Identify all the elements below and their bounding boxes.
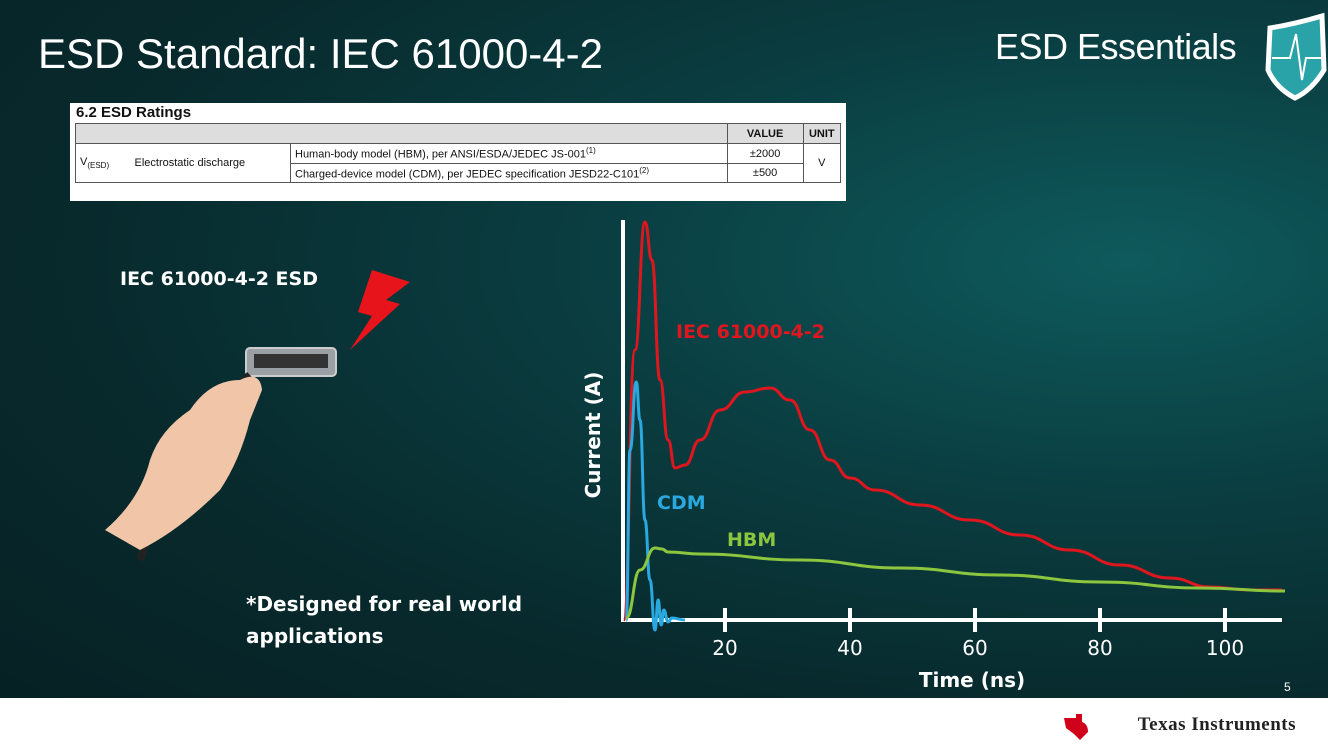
cdm-footnote: (2) [639, 166, 649, 175]
series-line-iec-61000-4-2 [622, 220, 1282, 622]
illustration-label: IEC 61000-4-2 ESD [120, 268, 318, 290]
hand-holding-hdmi-illustration [105, 270, 410, 562]
ratings-heading: 6.2 ESD Ratings [76, 104, 192, 121]
hbm-condition-text: Human-body model (HBM), per ANSI/ESDA/JE… [295, 148, 586, 161]
x-tick-label: 20 [712, 636, 737, 660]
hdmi-connector-port [254, 354, 328, 368]
caption-line1: *Designed for real world [246, 592, 523, 616]
x-tick-label: 40 [837, 636, 862, 660]
series-label: CDM [657, 492, 706, 514]
series-label: IEC 61000-4-2 [676, 321, 825, 343]
series-label: HBM [727, 529, 776, 551]
hbm-condition: Human-body model (HBM), per ANSI/ESDA/JE… [290, 143, 728, 164]
shield-logo-icon [1265, 12, 1327, 101]
x-tick-label: 60 [962, 636, 987, 660]
brand-title: ESD Essentials [995, 26, 1237, 67]
symbol: V [80, 155, 88, 168]
cdm-value: ±500 [726, 163, 804, 183]
symbol-subscript: (ESD) [87, 160, 110, 170]
hand [105, 376, 262, 550]
esd-ratings-table: 6.2 ESD Ratings VALUE UNIT V(ESD) Electro… [70, 103, 846, 201]
hbm-footnote: (1) [586, 146, 596, 156]
footer-logo-text: Texas Instruments [1137, 714, 1296, 735]
ti-logo-icon [1064, 714, 1088, 740]
cdm-condition: Charged-device model (CDM), per JEDEC sp… [290, 163, 728, 183]
parameter: Electrostatic discharge [130, 143, 291, 183]
x-axis-label: Time (ns) [919, 668, 1025, 692]
series-line-hbm [624, 546, 1286, 620]
lightning-bolt-icon [350, 270, 410, 350]
slide-title: ESD Standard: IEC 61000-4-2 [38, 30, 603, 77]
x-tick-label: 80 [1087, 636, 1112, 660]
cdm-condition-text: Charged-device model (CDM), per JEDEC sp… [295, 168, 640, 181]
series-line-cdm [624, 380, 686, 632]
unit-value: V [802, 143, 842, 183]
footer-bar: Texas Instruments [0, 698, 1328, 746]
page-number: 5 [1284, 680, 1291, 694]
unit-header: UNIT [802, 123, 842, 144]
y-axis-label: Current (A) [581, 372, 605, 499]
x-tick-label: 100 [1206, 636, 1244, 660]
caption-line2: applications [246, 624, 384, 648]
